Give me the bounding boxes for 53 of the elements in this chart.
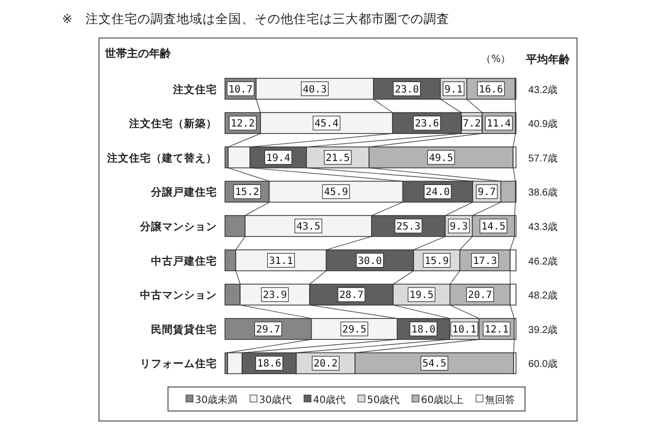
data-label: 20.2 [314, 358, 338, 370]
data-label: 16.6 [478, 84, 504, 96]
text: 平均年齢 [525, 53, 571, 66]
data-label: 19.5 [410, 290, 434, 302]
x-axis-title: （%） [481, 54, 511, 65]
legend-label: 60歳以上 [421, 394, 464, 406]
data-label: 20.7 [468, 290, 492, 302]
data-label: 28.7 [339, 290, 364, 302]
legend-label: 30歳代 [259, 394, 292, 406]
y-tick-label: リフォーム住宅 [140, 357, 217, 370]
text: 43.2歳 [528, 84, 558, 96]
chart-title: 世帯主の年齢 [104, 47, 172, 60]
legend-label: 30歳未満 [195, 394, 238, 406]
y-tick-label: 中古戸建住宅 [151, 254, 217, 268]
y-tick-label: 注文住宅（新築） [128, 117, 217, 130]
text: 39.2歳 [528, 324, 558, 336]
text: 60.0歳 [528, 358, 558, 370]
y-tick-label: 民間賃貸住宅 [151, 322, 217, 336]
data-label: 14.5 [481, 222, 506, 232]
data-label: 11.4 [486, 118, 511, 130]
data-label: 45.9 [324, 187, 348, 198]
data-label: 9.1 [444, 84, 463, 96]
text: 40.9歳 [528, 118, 558, 130]
data-label: 9.3 [450, 222, 468, 232]
legend-label: 無回答 [485, 394, 515, 406]
data-label: 45.4 [314, 118, 339, 130]
y-tick-label: 分譲マンション [139, 220, 217, 233]
y-tick-label: 注文住宅 [172, 82, 217, 96]
data-label: 54.5 [422, 358, 446, 370]
text: ※ 注文住宅の調査地域は全国、その他住宅は三大都市圏での調査 [62, 11, 450, 26]
text: 43.3歳 [528, 221, 558, 233]
data-label: 40.3 [302, 84, 327, 96]
text: 48.2歳 [528, 290, 558, 302]
data-label: 15.2 [235, 187, 260, 198]
data-label: 18.6 [257, 358, 282, 370]
data-label: 23.6 [414, 118, 439, 130]
data-label: 25.3 [396, 222, 421, 232]
legend-label: 50歳代 [367, 394, 400, 406]
text: 38.6歳 [528, 186, 558, 199]
data-label: 12.2 [230, 118, 255, 130]
y-tick-label: 中古マンション [140, 288, 217, 302]
data-label: 23.9 [262, 290, 287, 302]
data-label: 10.7 [228, 84, 253, 96]
y-tick-label: 分譲戸建住宅 [150, 186, 217, 199]
text: 46.2歳 [528, 255, 558, 268]
text: 57.7歳 [528, 152, 558, 164]
y-tick-label: 注文住宅（建て替え） [106, 151, 217, 164]
data-label: 7.2 [462, 118, 481, 130]
data-label: 43.5 [296, 222, 320, 232]
data-label: 23.0 [394, 84, 419, 96]
data-label: 9.7 [478, 187, 496, 198]
legend-label: 40歳代 [313, 394, 346, 406]
data-label: 24.0 [426, 187, 450, 198]
